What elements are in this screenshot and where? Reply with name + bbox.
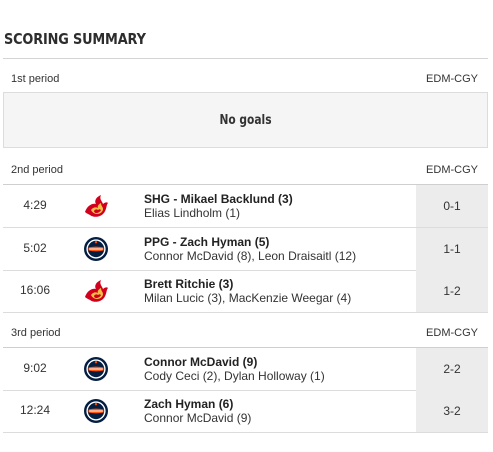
scoring-summary-title: SCORING SUMMARY	[4, 30, 146, 48]
running-score: 3-2	[416, 390, 488, 432]
no-goals-panel: No goals	[3, 92, 488, 148]
edmonton-oilers-logo-icon	[84, 237, 108, 261]
calgary-flames-logo-icon	[85, 195, 108, 217]
score-column-label: EDM-CGY	[426, 164, 478, 176]
edmonton-oilers-logo-icon	[84, 357, 108, 381]
goal-time: 16:06	[19, 283, 51, 297]
period-name: 1st period	[11, 73, 60, 85]
goal-scorer: Connor McDavid (9)	[144, 355, 258, 369]
running-score: 0-1	[416, 185, 488, 227]
goal-row: 9:02 Connor McDavid (9) Cody Ceci (2), D…	[3, 348, 488, 391]
calgary-flames-logo-icon	[85, 280, 108, 302]
edmonton-oilers-logo-icon	[84, 399, 108, 423]
title-divider	[3, 58, 488, 59]
goal-assists: Connor McDavid (8), Leon Draisaitl (12)	[144, 249, 357, 263]
goal-time: 12:24	[19, 403, 51, 417]
running-score: 2-2	[416, 348, 488, 390]
goal-scorer: SHG - Mikael Backlund (3)	[144, 192, 293, 206]
period-divider	[3, 184, 488, 185]
running-score: 1-1	[416, 228, 488, 270]
goal-row: 4:29 SHG - Mikael Backlund (3) Elias Lin…	[3, 185, 488, 228]
goal-assists: Connor McDavid (9)	[144, 411, 252, 425]
goal-assists: Milan Lucic (3), MacKenzie Weegar (4)	[144, 291, 352, 305]
running-score: 1-2	[416, 270, 488, 312]
goal-time: 4:29	[23, 198, 47, 212]
period-name: 2nd period	[11, 164, 63, 176]
goal-time: 9:02	[23, 361, 47, 375]
period-header-3: 3rd period EDM-CGY	[3, 320, 488, 346]
score-column-label: EDM-CGY	[426, 327, 478, 339]
goal-row: 16:06 Brett Ritchie (3) Milan Lucic (3),…	[3, 270, 488, 313]
goal-row: 5:02 PPG - Zach Hyman (5) Connor McDavid…	[3, 228, 488, 271]
goal-scorer: Zach Hyman (6)	[144, 397, 234, 411]
period-header-1: 1st period EDM-CGY	[3, 66, 488, 92]
goal-time: 5:02	[23, 241, 47, 255]
goal-scorer: PPG - Zach Hyman (5)	[144, 235, 270, 249]
period-divider	[3, 347, 488, 348]
no-goals-text: No goals	[219, 113, 272, 128]
period-header-2: 2nd period EDM-CGY	[3, 157, 488, 183]
goal-assists: Cody Ceci (2), Dylan Holloway (1)	[144, 369, 325, 383]
goal-assists: Elias Lindholm (1)	[144, 206, 241, 220]
score-column-label: EDM-CGY	[426, 73, 478, 85]
goal-scorer: Brett Ritchie (3)	[144, 277, 234, 291]
period-name: 3rd period	[11, 327, 61, 339]
goal-row: 12:24 Zach Hyman (6) Connor McDavid (9) …	[3, 390, 488, 433]
